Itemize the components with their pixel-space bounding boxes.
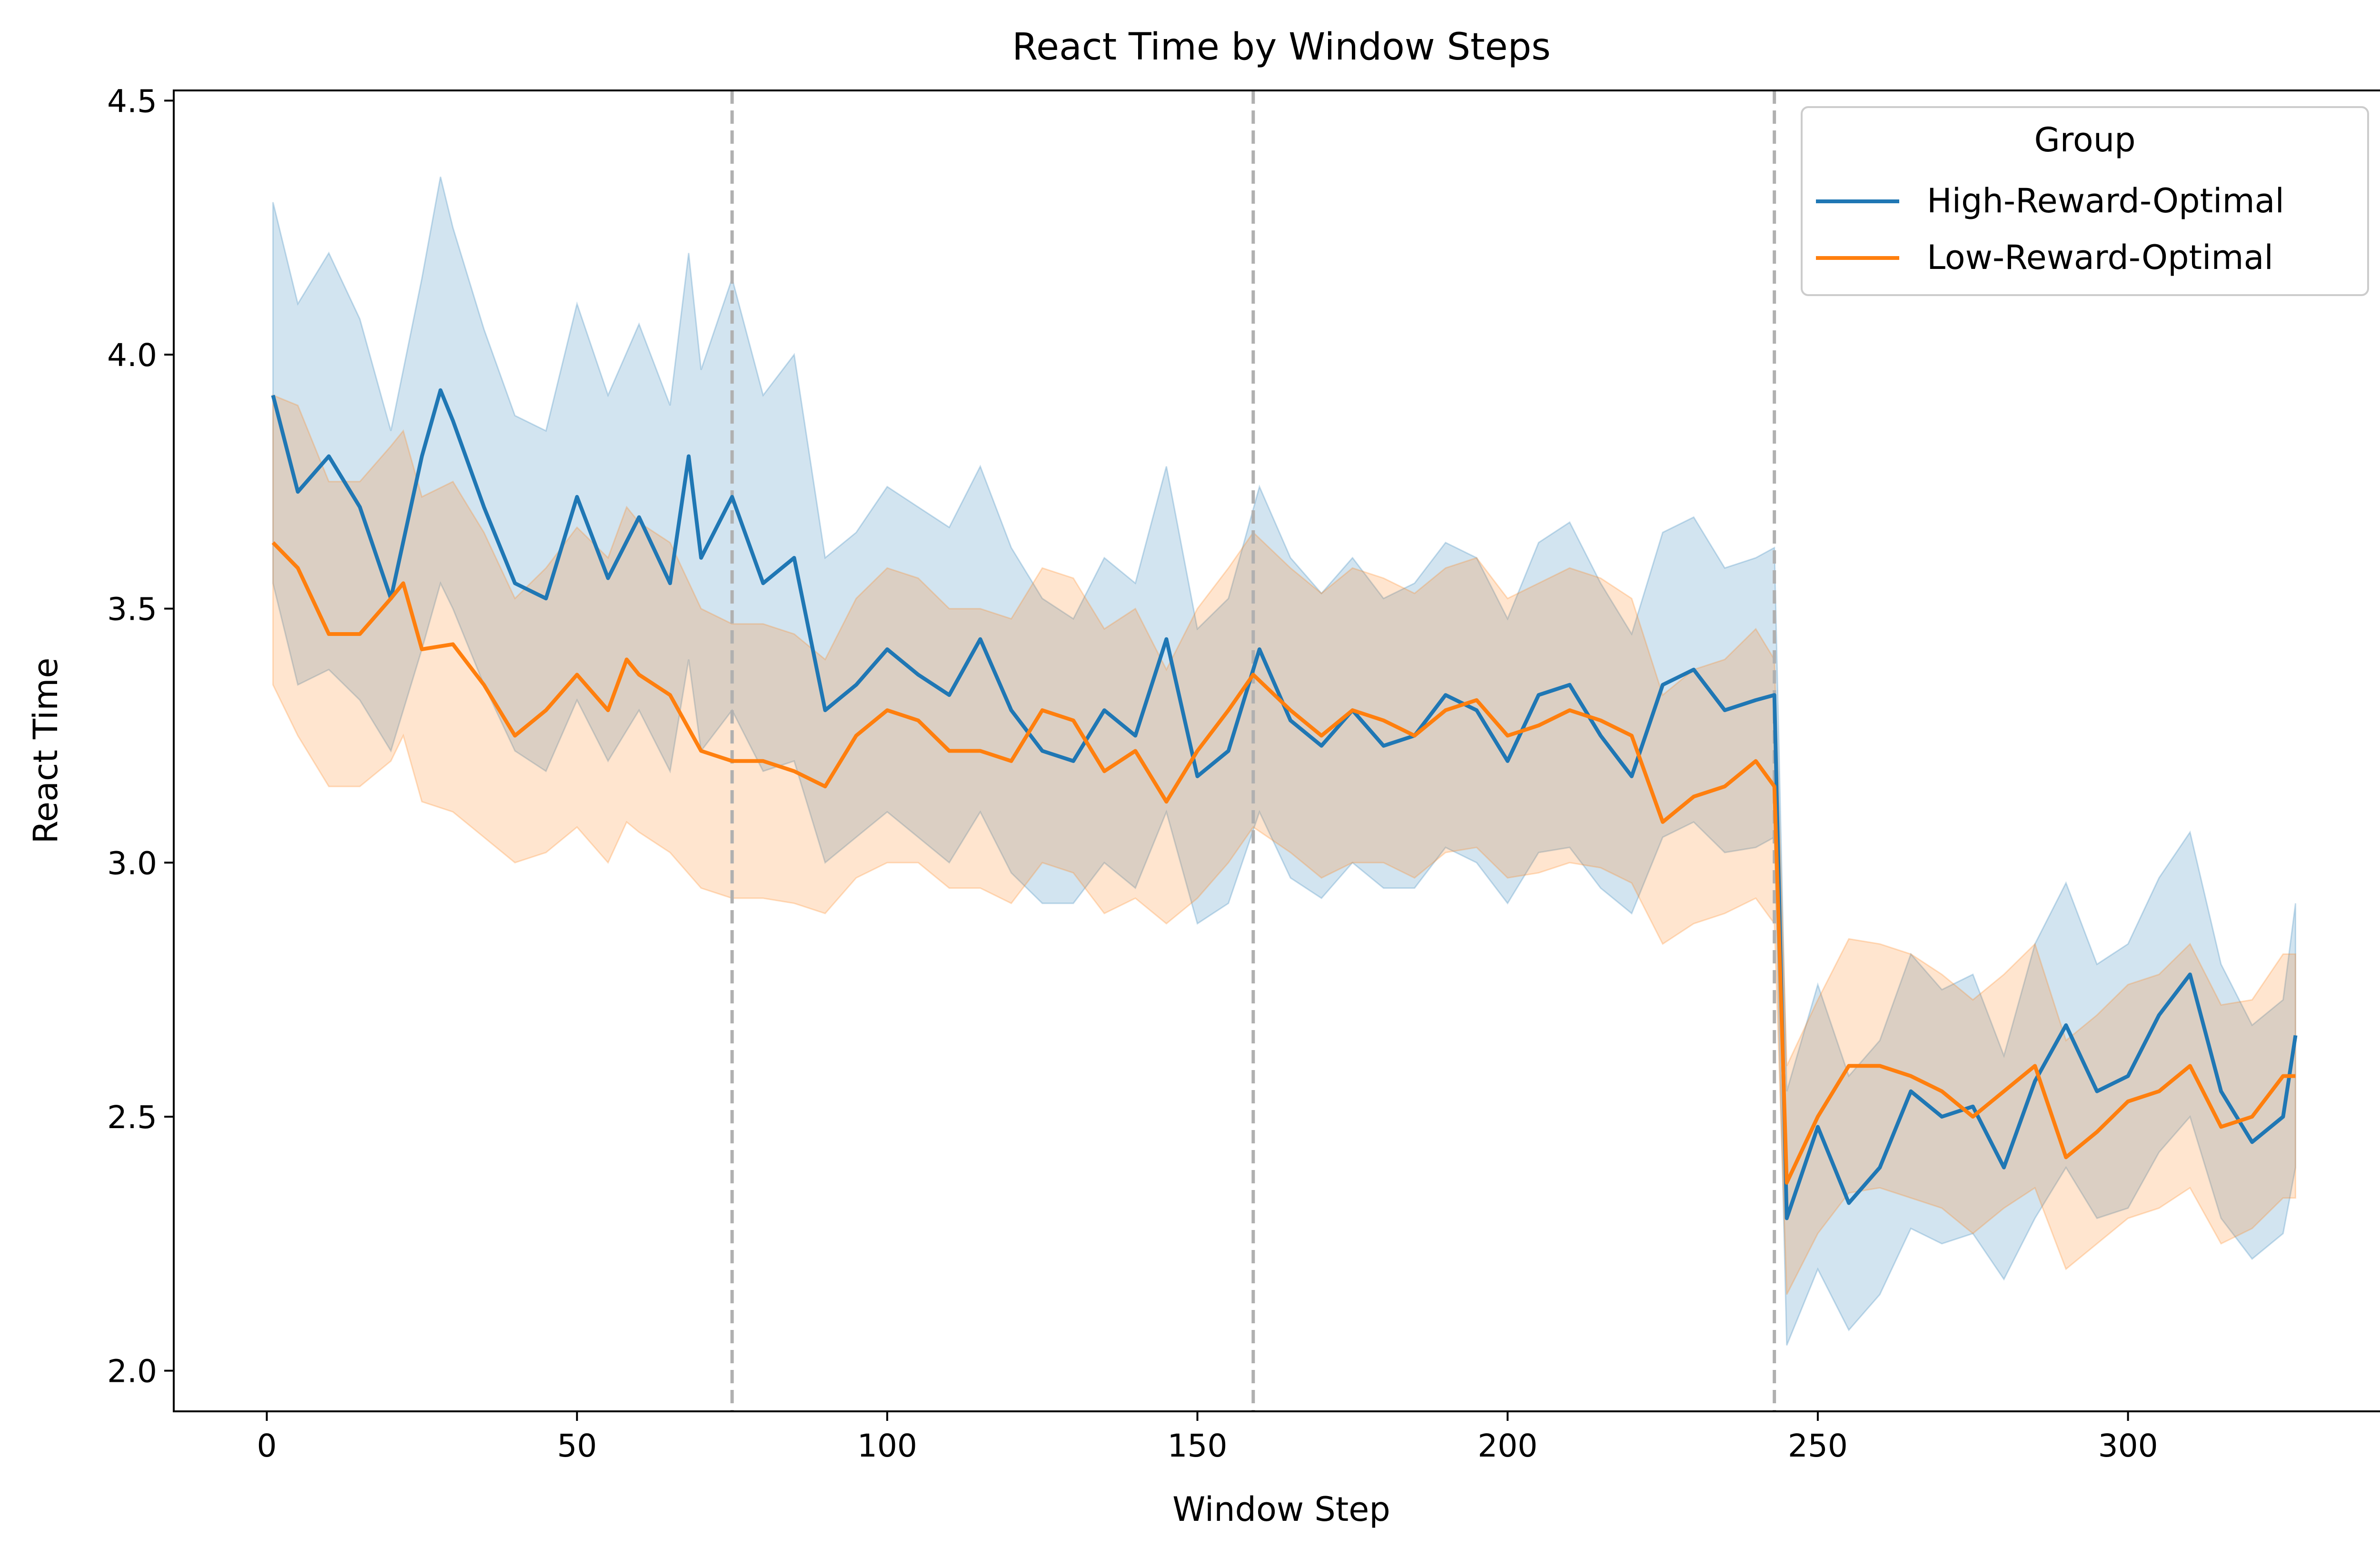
legend-title: Group (2034, 120, 2135, 159)
x-axis-ticks: 0 50 100 150 200 250 300 (257, 1411, 2158, 1464)
x-tick-label: 150 (1168, 1428, 1228, 1464)
legend: Group High-Reward-Optimal Low-Reward-Opt… (1801, 106, 2369, 296)
x-tick-label: 300 (2098, 1428, 2158, 1464)
confidence-bands (272, 177, 2296, 1346)
y-tick-label: 3.0 (107, 845, 157, 882)
x-tick-label: 0 (257, 1428, 277, 1464)
y-axis-label: React Time (26, 658, 65, 844)
x-axis-label: Window Step (1172, 1490, 1390, 1529)
y-tick-label: 2.0 (107, 1353, 157, 1390)
series-lines (271, 388, 2298, 1220)
band-low-reward-optimal (272, 394, 2296, 1295)
chart-title: React Time by Window Steps (1012, 26, 1550, 69)
y-axis-ticks: 2.0 2.5 3.0 3.5 4.0 4.5 (107, 83, 174, 1390)
y-tick-label: 4.5 (107, 83, 157, 119)
line-high-reward-optimal (271, 388, 2298, 1220)
band-high-reward-optimal (272, 177, 2296, 1346)
y-tick-label: 3.5 (107, 591, 157, 628)
x-tick-label: 100 (857, 1428, 917, 1464)
x-tick-label: 250 (1788, 1428, 1848, 1464)
legend-box (1801, 106, 2369, 296)
y-tick-label: 4.0 (107, 337, 157, 374)
x-tick-label: 200 (1478, 1428, 1537, 1464)
plot-frame (173, 89, 2380, 1412)
legend-label-low-reward: Low-Reward-Optimal (1927, 238, 2273, 277)
line-low-reward-optimal (271, 541, 2296, 1185)
y-tick-label: 2.5 (107, 1099, 157, 1136)
legend-label-high-reward: High-Reward-Optimal (1927, 181, 2284, 220)
x-tick-label: 50 (557, 1428, 597, 1464)
